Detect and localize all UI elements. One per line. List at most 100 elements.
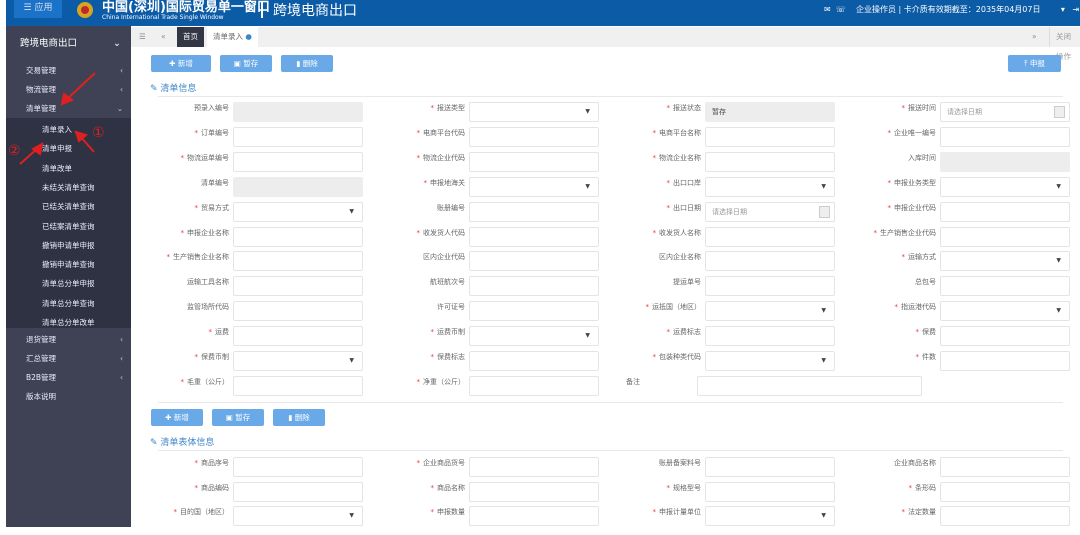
- text-field[interactable]: [940, 276, 1070, 297]
- text-field[interactable]: [469, 151, 599, 172]
- text-field[interactable]: [469, 251, 599, 272]
- select-field[interactable]: ▼: [233, 201, 363, 222]
- text-field[interactable]: [705, 457, 835, 477]
- calendar-icon[interactable]: [1054, 106, 1065, 118]
- text-field[interactable]: [940, 326, 1070, 347]
- select-field[interactable]: ▼: [705, 301, 835, 322]
- message-icon[interactable]: ☏: [835, 5, 846, 14]
- select-field[interactable]: ▼: [705, 176, 835, 197]
- text-field[interactable]: [469, 506, 599, 526]
- item-save-button[interactable]: ▣ 暂存: [212, 409, 264, 426]
- sidebar-item[interactable]: 退货管理 ‹: [6, 330, 131, 349]
- text-field[interactable]: [940, 351, 1070, 371]
- text-field[interactable]: [705, 326, 835, 347]
- text-field[interactable]: [469, 351, 599, 371]
- text-field[interactable]: [469, 301, 599, 322]
- text-field[interactable]: [233, 102, 363, 122]
- text-field[interactable]: [233, 251, 363, 272]
- close-ops-button[interactable]: 关闭操作: [1049, 27, 1080, 61]
- text-field[interactable]: [705, 481, 835, 502]
- operator-name[interactable]: 企业操作员: [855, 5, 896, 14]
- select-field[interactable]: ▼: [469, 326, 599, 347]
- sidebar-item-logistics[interactable]: 物流管理 ‹: [6, 80, 131, 99]
- text-field[interactable]: [233, 326, 363, 347]
- text-field[interactable]: [697, 375, 922, 396]
- text-field[interactable]: 暂存: [705, 102, 835, 122]
- select-field[interactable]: ▼: [705, 506, 835, 526]
- close-tab-icon[interactable]: ●: [245, 32, 252, 41]
- delete-button[interactable]: ▮ 删除: [281, 55, 333, 72]
- text-field[interactable]: [469, 457, 599, 477]
- text-field[interactable]: [705, 251, 835, 272]
- text-field[interactable]: [705, 151, 835, 172]
- date-field[interactable]: 请选择日期: [705, 201, 835, 222]
- tab-home[interactable]: 首页: [177, 27, 204, 47]
- submenu-item[interactable]: 清单总分单查询: [42, 298, 95, 308]
- select-field[interactable]: ▼: [940, 301, 1070, 322]
- text-field[interactable]: [940, 126, 1070, 147]
- text-field[interactable]: [705, 276, 835, 297]
- submenu-item[interactable]: 清单总分单改单: [42, 318, 95, 327]
- app-menu-button[interactable]: ☰ 应用: [14, 0, 62, 18]
- submenu-item[interactable]: 撤销申请单申报: [42, 240, 95, 250]
- submenu-item[interactable]: 清单录入: [42, 125, 72, 134]
- item-add-button[interactable]: ✚ 新增: [151, 409, 203, 426]
- select-field[interactable]: ▼: [469, 102, 599, 122]
- scroll-left-icon[interactable]: «: [161, 32, 166, 41]
- text-field[interactable]: [233, 226, 363, 247]
- select-field[interactable]: ▼: [940, 251, 1070, 272]
- sidebar-item[interactable]: B2B管理 ‹: [6, 368, 131, 387]
- sidebar-item[interactable]: 版本说明: [6, 387, 131, 406]
- select-field[interactable]: ▼: [469, 176, 599, 197]
- text-field[interactable]: [469, 481, 599, 502]
- sidebar-title[interactable]: 跨境电商出口 ⌄: [6, 34, 131, 54]
- mail-icon[interactable]: ✉: [824, 5, 831, 14]
- sidebar-item[interactable]: 汇总管理 ‹: [6, 349, 131, 368]
- scroll-right-icon[interactable]: »: [1032, 32, 1037, 41]
- submenu-item[interactable]: 已结关清单查询: [42, 202, 95, 212]
- text-field[interactable]: [940, 457, 1070, 477]
- tab-list-entry[interactable]: 清单录入 ●: [207, 27, 258, 47]
- sidebar-item-list-management[interactable]: 清单管理 ⌄: [6, 99, 131, 118]
- text-field[interactable]: [233, 176, 363, 197]
- date-field[interactable]: 请选择日期: [940, 102, 1070, 122]
- logout-icon[interactable]: ⇥: [1072, 5, 1080, 14]
- text-field[interactable]: [233, 301, 363, 322]
- text-field[interactable]: [940, 201, 1070, 222]
- menu-toggle-icon[interactable]: ☰: [139, 32, 146, 41]
- calendar-icon[interactable]: [819, 205, 830, 218]
- text-field[interactable]: [233, 375, 363, 396]
- text-field[interactable]: [940, 506, 1070, 526]
- add-button[interactable]: ✚ 新增: [151, 55, 211, 72]
- text-field[interactable]: [469, 201, 599, 222]
- text-field[interactable]: [233, 481, 363, 502]
- text-field[interactable]: [940, 481, 1070, 502]
- text-field[interactable]: [233, 151, 363, 172]
- text-field[interactable]: [940, 151, 1070, 172]
- save-button[interactable]: ▣ 暂存: [220, 55, 272, 72]
- submenu-item[interactable]: 未结关清单查询: [42, 182, 95, 192]
- submenu-item[interactable]: 清单总分单申报: [42, 279, 95, 289]
- item-delete-button[interactable]: ▮ 删除: [273, 409, 325, 426]
- text-field[interactable]: [469, 226, 599, 247]
- select-field[interactable]: ▼: [940, 176, 1070, 197]
- select-field[interactable]: ▼: [705, 351, 835, 371]
- text-field[interactable]: [233, 276, 363, 297]
- text-field[interactable]: [233, 126, 363, 147]
- text-field[interactable]: [469, 375, 599, 396]
- text-field[interactable]: [705, 126, 835, 147]
- text-field[interactable]: [233, 457, 363, 477]
- select-field[interactable]: ▼: [233, 351, 363, 371]
- submenu-item[interactable]: 已结案清单查询: [42, 221, 95, 231]
- select-field[interactable]: ▼: [233, 506, 363, 526]
- submenu-item[interactable]: 清单改单: [42, 163, 72, 173]
- text-field[interactable]: [469, 126, 599, 147]
- sidebar-item-trade[interactable]: 交易管理 ‹: [6, 61, 131, 80]
- text-field[interactable]: [940, 226, 1070, 247]
- text-field[interactable]: [705, 226, 835, 247]
- submenu-item[interactable]: 撤销申请单查询: [42, 260, 95, 270]
- submenu-item[interactable]: 清单申报: [42, 144, 72, 154]
- declare-button[interactable]: ⤒ 申报: [1008, 55, 1061, 72]
- dropdown-icon[interactable]: ▾: [1060, 5, 1065, 14]
- text-field[interactable]: [469, 276, 599, 297]
